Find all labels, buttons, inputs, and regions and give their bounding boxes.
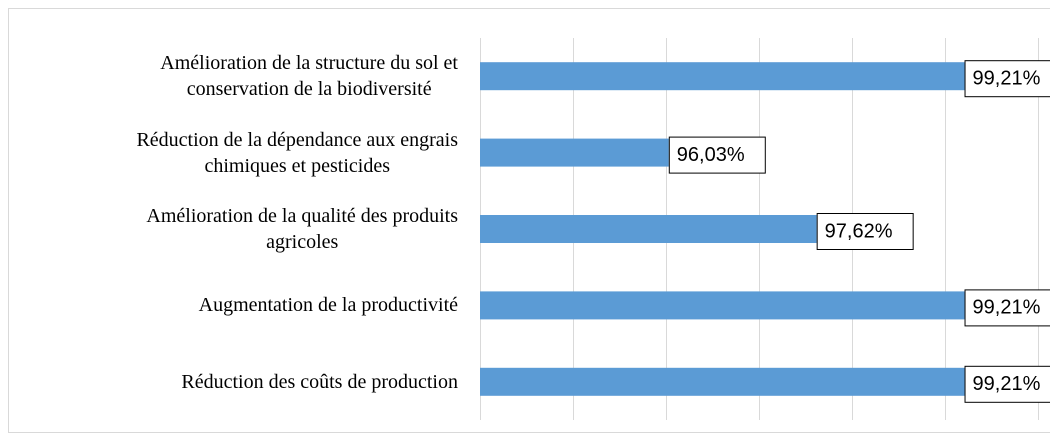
y-tick-label: Augmentation de la productivité xyxy=(198,294,458,317)
value-label: 96,03% xyxy=(677,144,745,166)
value-label-box xyxy=(816,213,914,250)
y-tick-label: Réduction de la dépendance aux engrais c… xyxy=(136,128,458,177)
bar xyxy=(480,62,965,91)
bar xyxy=(480,367,965,396)
bar xyxy=(480,291,965,320)
value-label: 97,62% xyxy=(825,220,893,242)
y-tick-label: Amélioration de la structure du sol et c… xyxy=(160,52,458,101)
value-label-box xyxy=(964,289,1050,327)
y-tick-label: Amélioration de la qualité des produits … xyxy=(146,205,458,253)
chart-border xyxy=(8,8,1050,433)
value-label: 99,21% xyxy=(973,373,1041,395)
value-label: 99,21% xyxy=(973,67,1041,89)
value-label-box xyxy=(964,60,1050,98)
bar xyxy=(480,215,817,243)
value-label: 99,21% xyxy=(973,297,1041,319)
value-label-box xyxy=(964,365,1050,403)
value-label-box xyxy=(668,136,766,174)
bar xyxy=(480,138,669,167)
y-tick-label: Réduction des coûts de production xyxy=(181,370,458,393)
